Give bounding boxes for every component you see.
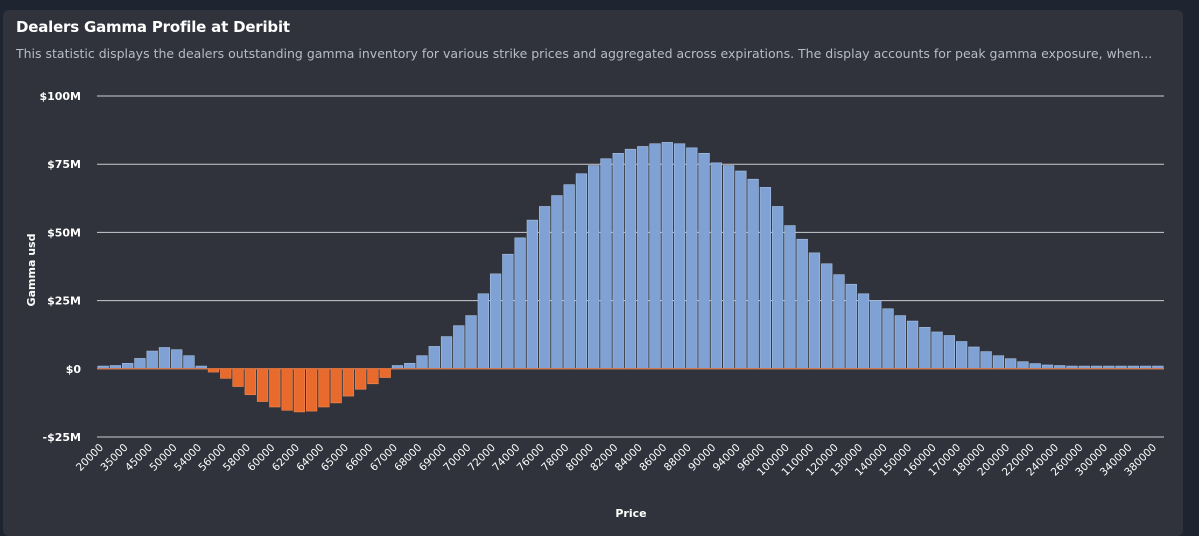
gamma-bar — [661, 142, 673, 370]
gamma-bar — [649, 143, 661, 370]
gamma-bar — [171, 349, 183, 370]
gamma-bar — [428, 346, 440, 370]
gamma-bar — [637, 146, 649, 370]
gamma-bar — [968, 346, 980, 370]
gamma-bar — [772, 206, 784, 370]
gamma-bar — [796, 238, 808, 370]
x-axis-label: Price — [615, 507, 646, 520]
gamma-bar — [183, 355, 195, 370]
gamma-bar — [232, 368, 244, 387]
gamma-bar — [575, 173, 588, 370]
gamma-bar — [146, 350, 158, 370]
gamma-bar — [1041, 364, 1054, 370]
gamma-bar — [514, 237, 526, 370]
gamma-bar — [305, 368, 318, 412]
gamma-bar — [502, 253, 514, 370]
y-tick-label: -$25M — [43, 431, 81, 444]
chart-title: Dealers Gamma Profile at Deribit — [16, 18, 290, 36]
gamma-bar — [281, 368, 293, 411]
gamma-bar — [1005, 358, 1017, 370]
gamma-bar — [894, 315, 906, 370]
gamma-bar — [355, 368, 367, 390]
gamma-bar — [956, 341, 968, 370]
y-axis-label: Gamma usd — [25, 234, 38, 307]
gamma-bar — [293, 368, 305, 413]
gamma-bar — [563, 184, 575, 370]
gamma-bar — [489, 273, 502, 370]
gamma-bar — [551, 195, 563, 370]
gamma-bar — [220, 368, 232, 379]
gamma-bar — [919, 327, 931, 370]
gamma-bar — [784, 225, 796, 370]
gamma-bar — [330, 368, 342, 404]
gamma-bar — [624, 148, 637, 370]
gamma-bar — [318, 368, 330, 408]
gamma-bar — [747, 178, 759, 370]
gamma-bar — [477, 293, 489, 370]
gamma-bar — [1029, 363, 1041, 370]
gamma-bar — [882, 308, 894, 370]
gamma-bar — [722, 165, 735, 370]
gamma-bar — [735, 170, 747, 370]
gamma-bar — [992, 355, 1005, 370]
gamma-bar — [440, 336, 453, 370]
gamma-bar — [1017, 361, 1029, 370]
gamma-bar — [833, 274, 845, 370]
gamma-bar — [416, 355, 428, 370]
gamma-bar — [526, 219, 539, 370]
gamma-bar — [269, 368, 281, 408]
gamma-bar — [673, 143, 686, 370]
y-tick-label: $25M — [47, 295, 81, 308]
gamma-bar — [342, 368, 355, 397]
gamma-bar — [539, 206, 551, 370]
gamma-bar — [931, 331, 943, 370]
gamma-bar — [600, 158, 612, 370]
gamma-bar — [244, 368, 256, 396]
y-tick-label: $75M — [47, 158, 81, 171]
gamma-bar — [588, 165, 600, 370]
gamma-bar — [612, 152, 624, 370]
gamma-bar — [379, 368, 391, 378]
gamma-bar — [404, 363, 416, 370]
gamma-bar — [906, 320, 919, 370]
gamma-bar — [857, 293, 870, 370]
gamma-bar — [698, 152, 710, 370]
gamma-bar — [710, 162, 722, 370]
gamma-bar — [256, 368, 269, 402]
gamma-bar — [808, 252, 821, 370]
gamma-bar — [122, 363, 134, 370]
gamma-bar — [134, 358, 146, 370]
y-tick-label: $50M — [47, 226, 81, 239]
gamma-bar — [686, 147, 698, 370]
chart-description: This statistic displays the dealers outs… — [16, 46, 1153, 61]
gamma-bar — [759, 187, 772, 370]
y-tick-label: $100M — [39, 90, 81, 103]
gamma-bar — [453, 325, 465, 370]
gamma-bar — [870, 300, 882, 370]
gamma-bar — [980, 351, 992, 370]
gamma-bar — [158, 347, 171, 370]
gamma-bar — [943, 335, 955, 370]
gamma-bar — [821, 263, 833, 370]
gamma-bar — [367, 368, 379, 385]
gamma-bar — [465, 315, 477, 370]
gamma-bar — [845, 283, 857, 370]
y-tick-label: $0 — [66, 363, 82, 376]
